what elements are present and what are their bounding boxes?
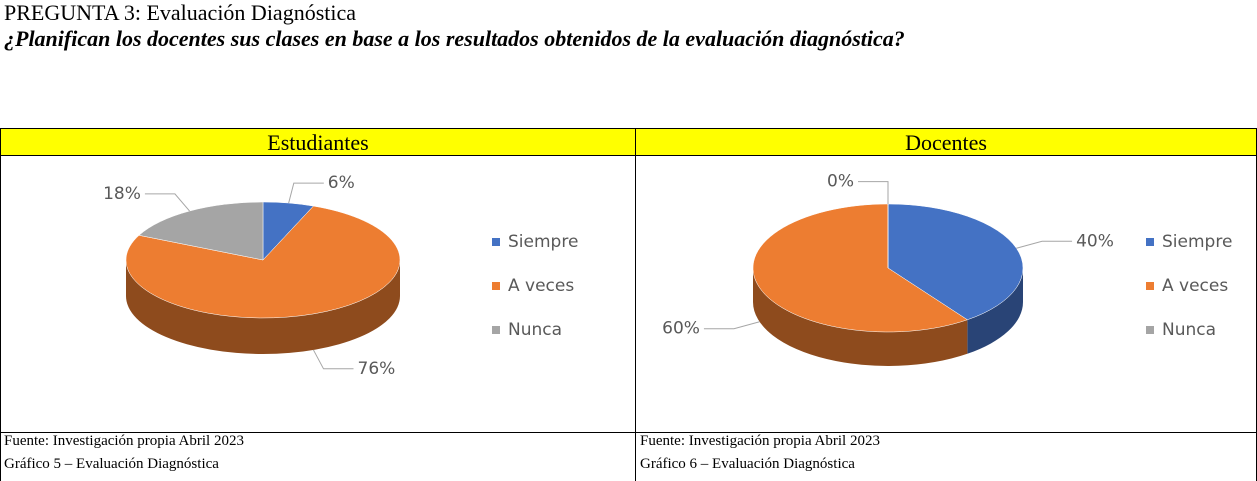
legend-label: Siempre [1162, 232, 1232, 252]
leader-line [1016, 240, 1073, 249]
data-label: 0% [827, 172, 854, 192]
legend-label: A veces [508, 276, 574, 296]
legend-label: Siempre [508, 232, 578, 252]
legend-label: Nunca [1162, 320, 1216, 340]
border [0, 155, 1257, 156]
legend-swatch [492, 282, 500, 290]
leader-line [703, 321, 760, 330]
pie-slice [138, 201, 264, 261]
leader-line [312, 349, 354, 370]
pie-side [126, 260, 400, 354]
data-label: 60% [662, 319, 700, 339]
legend-swatch [1146, 238, 1154, 246]
legend-label: A veces [1162, 276, 1228, 296]
pie-slice [125, 205, 401, 319]
legend-swatch [1146, 326, 1154, 334]
data-label: 6% [328, 173, 355, 193]
column-header: Estudiantes [1, 129, 635, 155]
charts: 6% 76% 18% Siempre A veces Nunca 40% 60% 0% Siemp… [103, 172, 1232, 379]
source: Fuente: Investigación propia Abril 2023 [640, 433, 880, 449]
border [635, 128, 636, 481]
leader-line [144, 193, 190, 212]
caption: Gráfico 6 – Evaluación Diagnóstica [640, 456, 855, 472]
pie-slice [887, 203, 1024, 321]
caption: Gráfico 5 – Evaluación Diagnóstica [4, 456, 219, 472]
data-label: 40% [1076, 231, 1114, 251]
legend-swatch [492, 326, 500, 334]
pie-side [753, 268, 968, 366]
border [0, 128, 1, 481]
border [0, 432, 1257, 433]
data-label: 76% [358, 359, 396, 379]
legend-swatch [1146, 282, 1154, 290]
title: PREGUNTA 3: Evaluación Diagnóstica [4, 0, 357, 25]
pie-slice [752, 203, 968, 333]
data-label: 18% [103, 184, 141, 204]
column-header: Docentes [636, 129, 1256, 155]
source: Fuente: Investigación propia Abril 2023 [4, 433, 244, 449]
leader-line [858, 181, 889, 204]
pie-side [967, 268, 1023, 354]
leader-line [288, 182, 324, 204]
legend-swatch [492, 238, 500, 246]
border [0, 128, 1257, 129]
question: ¿Planifican los docentes sus clases en b… [4, 26, 905, 51]
legend-label: Nunca [508, 320, 562, 340]
